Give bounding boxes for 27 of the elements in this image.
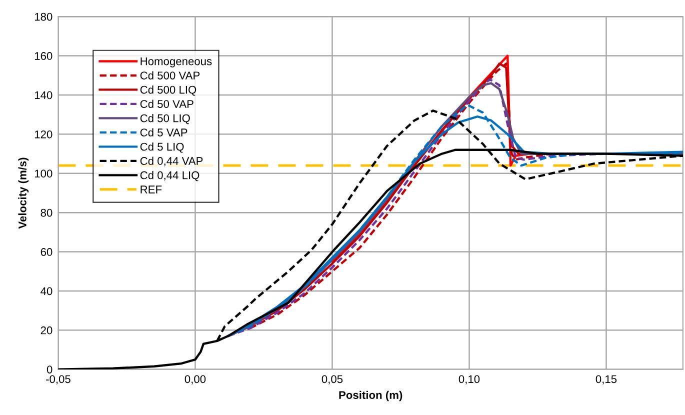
legend-label: Homogeneous <box>140 57 212 68</box>
y-tick-label: 0 <box>46 366 52 374</box>
y-axis-title: Velocity (m/s) <box>18 158 29 229</box>
y-tick-label: 160 <box>34 52 52 60</box>
x-tick-label: -0,05 <box>46 375 70 384</box>
y-tick-label: 100 <box>34 170 52 178</box>
legend-label: Cd 5 VAP <box>140 128 188 136</box>
y-tick-label: 120 <box>34 130 52 138</box>
legend-label: Cd 0,44 VAP <box>140 156 203 166</box>
y-tick-label: 60 <box>40 248 52 256</box>
x-tick-label: 0,10 <box>458 375 480 384</box>
x-axis-title: Position (m) <box>339 390 402 402</box>
y-tick-label: 40 <box>40 287 52 296</box>
legend-label: Cd 500 VAP <box>140 71 200 80</box>
legend-label: Cd 5 LIQ <box>140 142 184 153</box>
legend-label: Cd 50 LIQ <box>140 114 190 124</box>
legend-label: Cd 0,44 LIQ <box>140 171 200 182</box>
legend-label: Cd 500 LIQ <box>140 86 196 96</box>
y-tick-label: 180 <box>34 12 52 21</box>
legend-label: Cd 50 VAP <box>140 100 194 108</box>
y-tick-label: 20 <box>40 326 52 334</box>
x-tick-label: 0,00 <box>184 375 206 384</box>
legend-label: REF <box>140 186 162 194</box>
y-tick-label: 80 <box>40 208 52 217</box>
x-tick-label: 0,05 <box>322 375 343 384</box>
y-tick-label: 140 <box>34 91 52 100</box>
x-tick-label: 0,15 <box>596 375 617 384</box>
